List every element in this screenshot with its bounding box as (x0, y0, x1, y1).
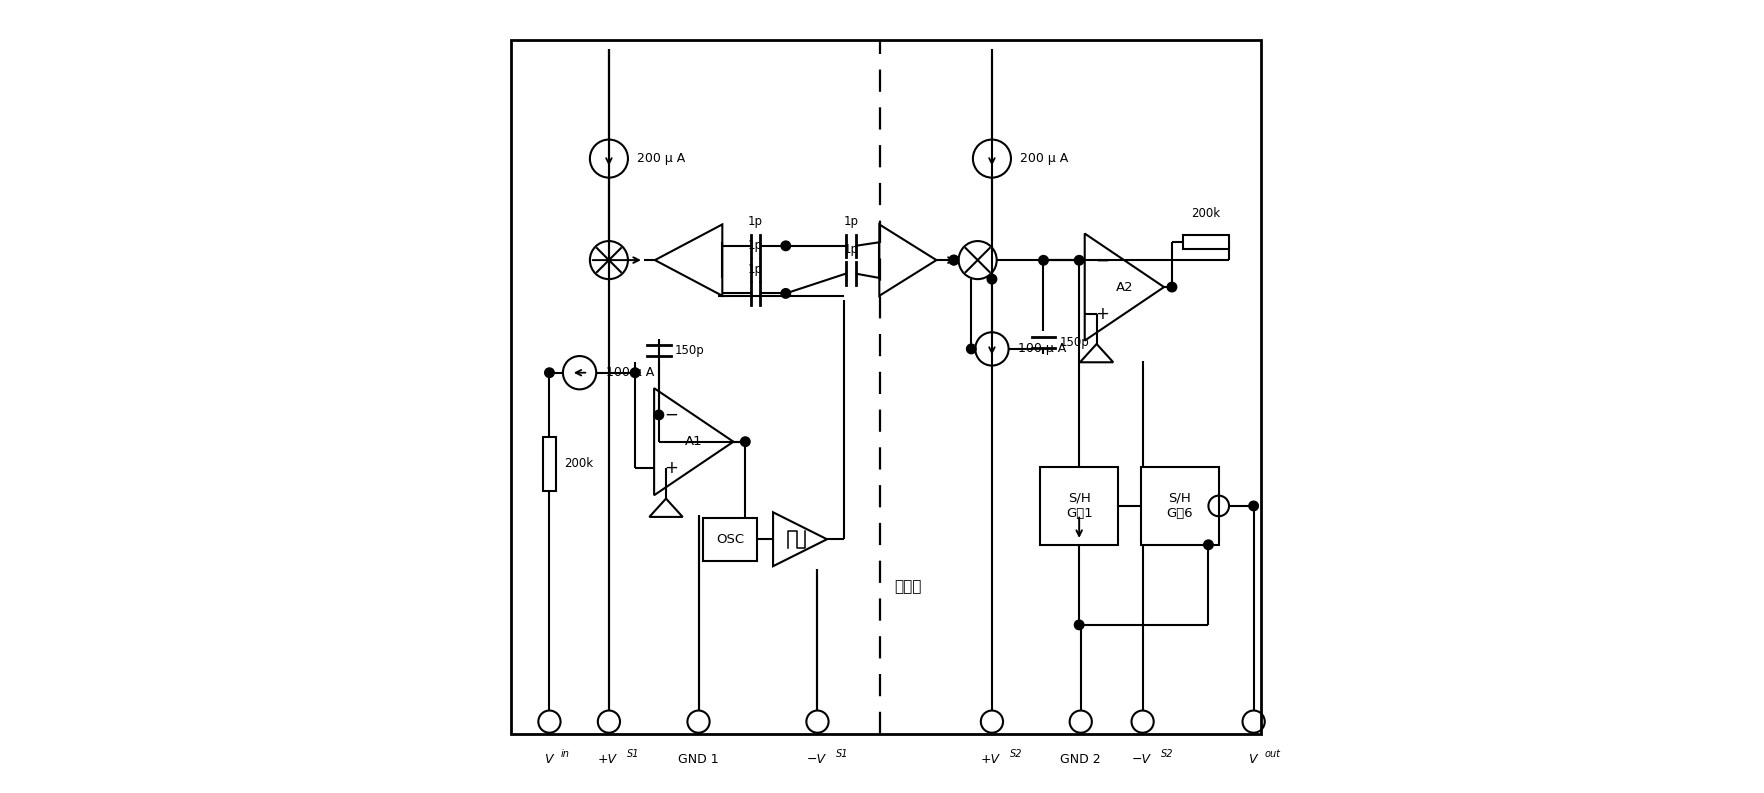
Text: OSC: OSC (716, 533, 744, 546)
Circle shape (1203, 540, 1212, 550)
Circle shape (630, 368, 640, 377)
Text: 100 μ A: 100 μ A (605, 366, 654, 379)
Circle shape (967, 344, 975, 354)
Text: V: V (543, 753, 552, 765)
Text: 1p: 1p (843, 216, 857, 228)
Text: 100 μ A: 100 μ A (1018, 343, 1065, 355)
Text: S/H
G＝1: S/H G＝1 (1065, 492, 1092, 520)
Circle shape (1166, 282, 1177, 292)
Text: +: + (1094, 305, 1108, 323)
Circle shape (780, 289, 790, 298)
Bar (1039, 467, 1117, 545)
Circle shape (1249, 501, 1258, 511)
Text: 200k: 200k (1191, 207, 1221, 220)
Text: 1p: 1p (748, 263, 762, 276)
Text: 1p: 1p (748, 239, 762, 252)
Text: 200 μ A: 200 μ A (637, 152, 686, 165)
Text: −V: −V (806, 753, 826, 765)
Circle shape (780, 241, 790, 251)
Text: +: + (663, 459, 677, 477)
Circle shape (949, 255, 958, 265)
Text: V: V (1247, 753, 1256, 765)
Text: S1: S1 (834, 749, 848, 759)
Text: +V: +V (981, 753, 998, 765)
Bar (512, 40, 1259, 734)
Text: 隔离层: 隔离层 (894, 580, 921, 594)
Circle shape (1074, 620, 1083, 630)
Bar (542, 437, 556, 491)
Text: −V: −V (1131, 753, 1150, 765)
Circle shape (986, 274, 997, 284)
Text: GND 1: GND 1 (677, 753, 718, 765)
Text: 1p: 1p (748, 216, 762, 228)
Text: −: − (1094, 251, 1108, 270)
Text: S2: S2 (1161, 749, 1173, 759)
Text: 200k: 200k (564, 458, 593, 470)
Circle shape (654, 410, 663, 419)
Text: out: out (1265, 749, 1281, 759)
Circle shape (1074, 255, 1083, 265)
Text: S2: S2 (1009, 749, 1021, 759)
Text: A2: A2 (1115, 281, 1132, 293)
Text: A1: A1 (684, 435, 702, 448)
Text: 1p: 1p (843, 243, 857, 256)
Circle shape (949, 255, 958, 265)
Text: +V: +V (598, 753, 616, 765)
Text: GND 2: GND 2 (1060, 753, 1101, 765)
Bar (1140, 467, 1217, 545)
Text: 150p: 150p (1058, 336, 1088, 349)
Text: 150p: 150p (674, 344, 704, 357)
Text: 200 μ A: 200 μ A (1020, 152, 1069, 165)
Text: in: in (561, 749, 570, 759)
Circle shape (741, 437, 750, 446)
Circle shape (545, 368, 554, 377)
Circle shape (1039, 255, 1048, 265)
Text: −: − (663, 406, 677, 424)
Bar (702, 518, 757, 561)
Text: S/H
G＝6: S/H G＝6 (1166, 492, 1192, 520)
Text: S1: S1 (626, 749, 639, 759)
Bar (1182, 235, 1228, 249)
